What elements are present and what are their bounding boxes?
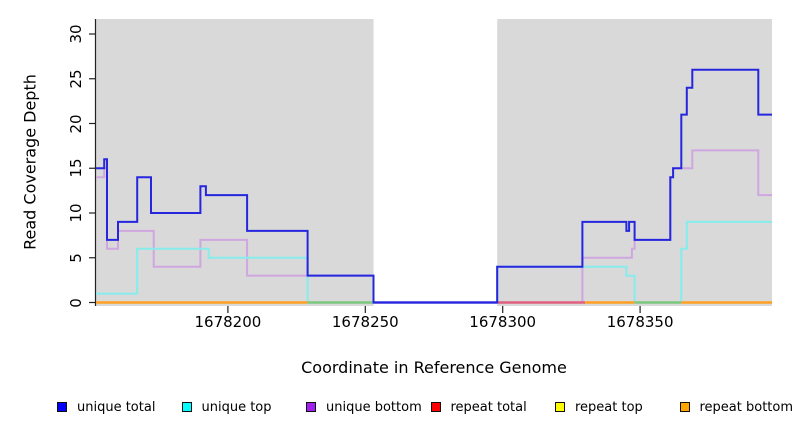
legend-item: unique top [181,397,272,417]
y-tick-label: 10 [67,203,85,223]
legend-item: repeat top [555,397,643,417]
x-tick-label: 1678200 [194,313,262,331]
legend-swatch [430,402,441,412]
y-tick-label: 5 [67,252,85,263]
gap-band [373,19,498,306]
y-tick-label: 20 [67,113,85,134]
legend-swatch [181,402,192,412]
legend-label: unique bottom [326,399,422,415]
series-path-unique-total [96,68,772,304]
x-axis-label: Coordinate in Reference Genome [301,358,567,377]
legend-item: repeat bottom [679,397,792,417]
y-tick-label: 0 [67,297,85,308]
legend: unique total unique top unique bottom repea… [0,397,792,419]
legend-item: unique bottom [306,397,422,417]
y-axis-label: Read Coverage Depth [20,74,40,250]
legend-swatch [57,402,67,412]
legend-label: repeat total [450,399,527,415]
legend-label: repeat top [575,399,643,415]
legend-swatch [679,402,690,412]
x-tick-label: 1678350 [606,313,674,331]
legend-label: unique top [201,399,272,415]
x-tick-label: 1678250 [331,313,399,331]
legend-swatch [306,402,316,412]
legend-item: repeat total [430,397,527,417]
y-tick-label: 15 [67,158,85,178]
y-tick-label: 30 [67,24,85,44]
legend-swatch [555,402,565,412]
legend-item: unique total [57,397,155,417]
legend-label: unique total [77,399,156,415]
legend-label: repeat bottom [699,399,792,415]
x-tick-label: 1678300 [469,313,537,331]
y-tick-label: 25 [67,69,85,89]
